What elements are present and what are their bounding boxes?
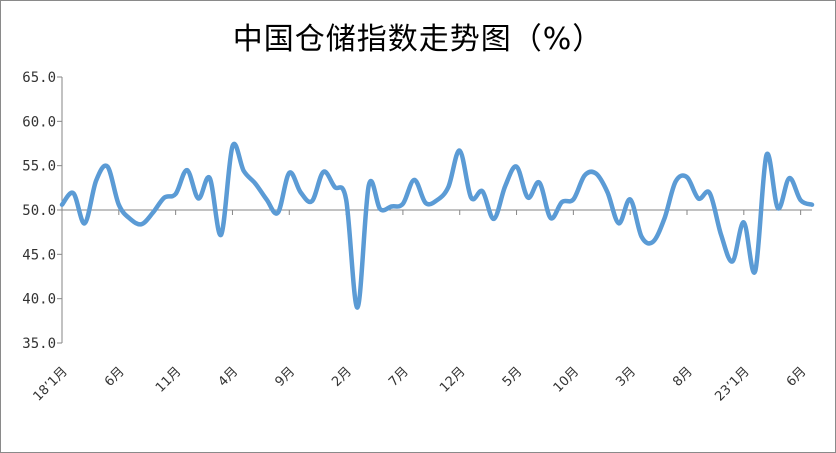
x-tick-label: 10月 (551, 364, 582, 395)
data-point (196, 197, 200, 201)
data-point (60, 203, 64, 207)
data-point (481, 189, 485, 193)
data-point (662, 217, 666, 221)
data-point (776, 206, 780, 210)
data-point (287, 171, 291, 175)
y-tick-label: 45.0 (22, 247, 56, 263)
data-point (378, 207, 382, 211)
data-point (492, 217, 496, 221)
x-tick-label: 18’1月 (31, 364, 71, 404)
data-point (128, 217, 132, 221)
data-point (310, 199, 314, 203)
data-point (174, 192, 178, 196)
x-tick-label: 23’1月 (712, 364, 752, 404)
data-point (583, 173, 587, 177)
data-point (537, 181, 541, 185)
data-point (799, 198, 803, 202)
data-point (401, 202, 405, 206)
data-point (787, 176, 791, 180)
y-tick-label: 55.0 (22, 159, 56, 175)
y-tick-label: 35.0 (22, 336, 56, 352)
data-point (651, 240, 655, 244)
x-tick-label: 6月 (102, 364, 128, 390)
data-point (753, 269, 757, 273)
x-tick-label: 12月 (437, 364, 468, 395)
x-tick-label: 11月 (153, 364, 184, 395)
data-point (731, 259, 735, 263)
data-point (253, 181, 257, 185)
data-point (640, 235, 644, 239)
data-point (549, 216, 553, 220)
data-point (469, 196, 473, 200)
data-point (458, 149, 462, 153)
data-point (503, 184, 507, 188)
data-point (628, 197, 632, 201)
x-tick-label: 8月 (670, 364, 696, 390)
data-point (765, 153, 769, 157)
data-point (242, 169, 246, 173)
y-tick-label: 50.0 (22, 203, 56, 219)
data-point (140, 222, 144, 226)
data-point (571, 197, 575, 201)
data-point (674, 180, 678, 184)
data-point (719, 233, 723, 237)
data-point (424, 201, 428, 205)
data-point (560, 200, 564, 204)
data-point (810, 203, 814, 207)
data-point (685, 175, 689, 179)
data-point (94, 179, 98, 183)
data-point (696, 197, 700, 201)
y-tick-label: 40.0 (22, 292, 56, 308)
x-tick-label: 5月 (500, 364, 526, 390)
data-point (742, 220, 746, 224)
x-tick-label: 3月 (613, 364, 639, 390)
data-point (412, 178, 416, 182)
x-tick-label: 9月 (272, 364, 298, 390)
x-tick-label: 4月 (216, 364, 242, 390)
chart-title: 中国仓储指数走势图（%） (232, 22, 604, 57)
data-point (390, 205, 394, 209)
data-point (185, 168, 189, 172)
data-point (162, 196, 166, 200)
data-point (299, 190, 303, 194)
data-point (617, 221, 621, 225)
data-point (344, 197, 348, 201)
data-point (151, 211, 155, 215)
data-point (276, 211, 280, 215)
data-point (526, 196, 530, 200)
data-point (231, 144, 235, 148)
series-line (59, 141, 815, 310)
y-tick-label: 60.0 (22, 114, 56, 130)
data-point (117, 203, 121, 207)
x-tick-label: 2月 (329, 364, 355, 390)
data-point (219, 233, 223, 237)
data-point (594, 172, 598, 176)
data-point (265, 197, 269, 201)
data-point (356, 306, 360, 310)
data-point (367, 183, 371, 187)
series-layer (59, 141, 815, 310)
data-point (606, 190, 610, 194)
y-axis: 35.0 40.0 45.0 50.0 55.0 60.0 65.0 (22, 70, 63, 352)
data-point (321, 170, 325, 174)
data-point (106, 165, 110, 169)
data-point (83, 221, 87, 225)
data-point (435, 198, 439, 202)
data-point (208, 176, 212, 180)
data-point (515, 165, 519, 169)
x-axis: 18’1月 6月 11月 4月 9月 2月 7月 12月 5月 10月 3月 8月 23’1月 6月 (31, 209, 812, 404)
data-point (708, 191, 712, 195)
data-point (446, 185, 450, 189)
data-point (333, 185, 337, 189)
x-tick-label: 6月 (784, 364, 810, 390)
y-tick-label: 65.0 (22, 70, 56, 86)
data-point (71, 191, 75, 195)
x-tick-label: 7月 (386, 364, 412, 390)
